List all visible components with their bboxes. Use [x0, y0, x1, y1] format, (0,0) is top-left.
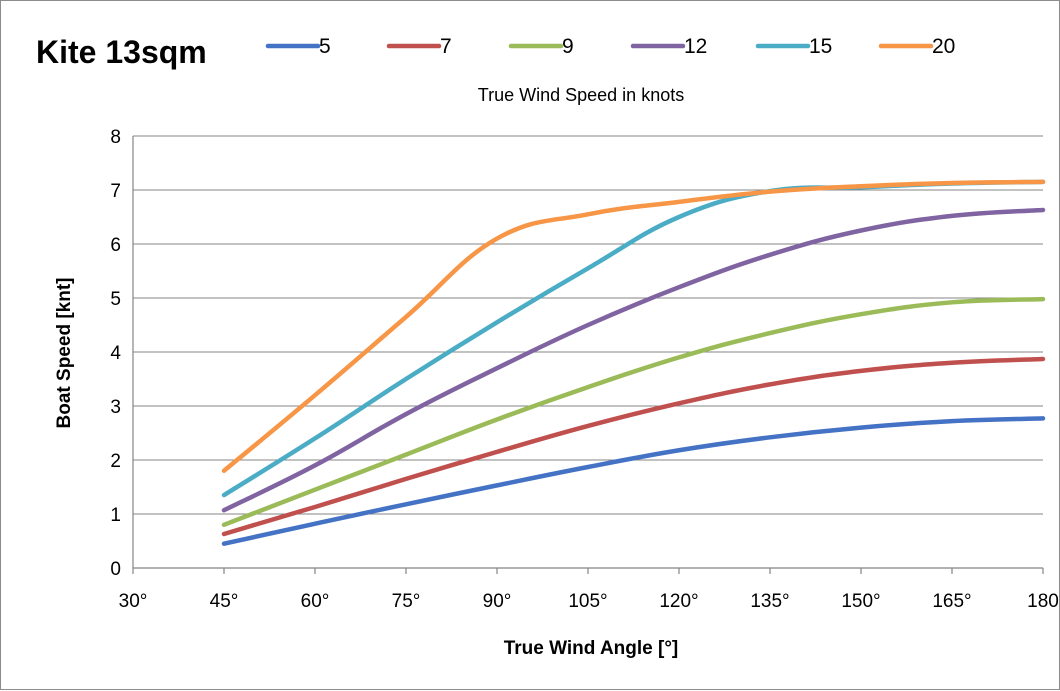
x-tick-label: 90° [483, 591, 512, 612]
legend-label-9: 9 [562, 35, 574, 58]
x-tick-label: 135° [750, 591, 789, 612]
legend-title: True Wind Speed in knots [478, 85, 684, 105]
chart-title: Kite 13sqm [36, 34, 207, 70]
legend-label-20: 20 [932, 35, 955, 58]
y-tick-label: 3 [110, 397, 121, 418]
series-lines [221, 179, 1046, 546]
y-tick-label: 8 [110, 127, 121, 148]
x-tick-label: 45° [210, 591, 239, 612]
x-tick-label: 120° [659, 591, 698, 612]
y-axis-label: Boat Speed [knt] [54, 278, 75, 429]
x-tick-label: 75° [392, 591, 421, 612]
x-tick-label: 150° [841, 591, 880, 612]
gridlines [133, 135, 1043, 515]
series-line-5 [221, 416, 1046, 546]
y-tick-label: 7 [110, 181, 121, 202]
x-tick-label: 105° [568, 591, 607, 612]
x-tick-label: 180 [1027, 591, 1059, 612]
legend-label-15: 15 [809, 35, 832, 58]
y-axis-ticks: 0 1 2 3 4 5 6 7 8 [110, 127, 121, 580]
y-tick-label: 1 [110, 505, 121, 526]
x-axis-ticks: 30° 45° 60° 75° 90° 105° 120° 135° 150° 165° 180 [119, 568, 1059, 612]
x-tick-label: 60° [301, 591, 330, 612]
y-tick-label: 4 [110, 343, 121, 364]
series-line-7 [221, 356, 1046, 537]
x-tick-label: 30° [119, 591, 148, 612]
legend-label-7: 7 [440, 35, 452, 58]
x-tick-label: 165° [932, 591, 971, 612]
y-tick-label: 2 [110, 451, 121, 472]
legend: 5 7 9 12 15 20 [265, 35, 955, 58]
legend-label-12: 12 [684, 35, 707, 58]
series-line-12 [221, 207, 1046, 513]
y-tick-label: 5 [110, 289, 121, 310]
y-tick-label: 0 [110, 559, 121, 580]
legend-label-5: 5 [319, 35, 331, 58]
series-line-20 [221, 179, 1046, 474]
y-tick-label: 6 [110, 235, 121, 256]
x-axis-label: True Wind Angle [°] [504, 638, 679, 659]
series-line-9 [221, 296, 1046, 528]
